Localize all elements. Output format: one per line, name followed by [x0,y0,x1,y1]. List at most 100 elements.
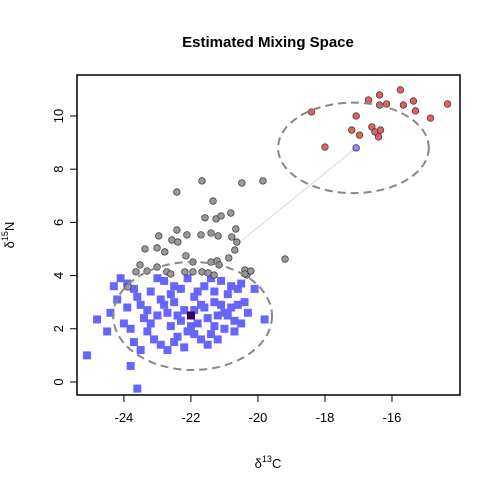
point [124,283,132,291]
point [166,290,175,299]
point [180,306,189,315]
point [240,298,249,307]
point [238,179,246,187]
point [375,91,384,99]
point [186,311,195,320]
point [399,101,408,109]
point [227,303,236,312]
y-label-part: N [2,222,17,231]
point [227,209,235,217]
point [141,245,149,253]
point [190,330,199,339]
point [247,267,255,275]
point [193,287,202,296]
point [190,292,199,301]
point [140,314,149,323]
point [163,346,172,355]
point [160,300,169,309]
point [173,188,181,196]
point [143,306,152,315]
point [153,311,162,320]
point [174,238,182,246]
point [217,300,226,309]
y-tick-label: 6 [51,219,66,226]
point [167,270,175,278]
x-tick-label: -18 [316,410,335,425]
point [233,284,242,293]
point [396,86,405,94]
point [106,308,115,317]
point [183,274,192,283]
point [176,316,185,325]
point [150,335,159,344]
point [227,282,236,291]
point [156,340,165,349]
point [237,319,246,328]
point [213,311,222,320]
point [237,279,246,288]
point [260,315,269,324]
point [109,282,118,291]
point [217,276,226,285]
point [210,298,219,307]
point [190,306,199,315]
point [213,335,222,344]
point [382,100,391,108]
point [173,311,182,320]
point [201,214,209,222]
point [186,322,195,331]
y-axis-label: δ15N [0,222,17,249]
point [180,343,189,352]
point [136,261,144,269]
point [119,319,128,328]
point [133,384,142,393]
point [200,282,209,291]
point [182,252,190,260]
point [196,335,205,344]
y-tick-label: 0 [51,378,66,385]
point [207,258,215,266]
mixing-line [237,147,357,245]
point [250,284,259,293]
point [374,133,383,141]
x-label-part: δ [255,456,262,471]
point [146,287,155,296]
point [200,303,209,312]
point [426,114,435,122]
point [136,300,145,309]
point [210,271,218,279]
point [183,231,191,239]
point [173,226,181,234]
point [198,268,206,276]
point [146,319,155,328]
point [348,126,356,134]
x-label-part: C [272,456,281,471]
y-label-part: 15 [0,231,10,241]
point [243,308,252,317]
point [170,338,179,347]
x-tick-label: -16 [383,410,402,425]
point [166,322,175,331]
point [223,290,232,299]
point [230,327,239,336]
point [168,236,176,244]
y-tick-label: 2 [51,325,66,332]
point [163,308,172,317]
point [161,248,169,256]
y-tick-label: 10 [51,109,66,123]
point [233,238,241,246]
point [209,197,217,205]
point [376,126,385,134]
ellipse [112,260,274,371]
point [181,268,189,276]
y-tick-label: 8 [51,166,66,173]
point [233,300,242,309]
point [170,298,179,307]
point [93,315,102,324]
point [231,246,239,254]
y-label-part: δ [2,241,17,248]
point [133,292,142,301]
point [83,351,92,360]
point [204,269,212,277]
point [225,254,233,262]
